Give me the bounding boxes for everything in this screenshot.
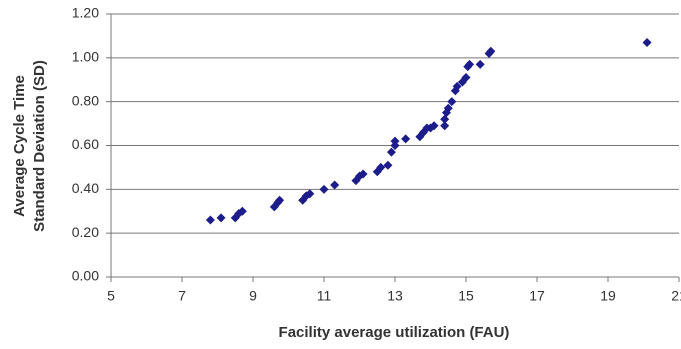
point [440,114,450,124]
y-tick-label: 0.60 [72,136,99,152]
y-tick-label: 0.80 [72,92,99,108]
point [205,215,215,225]
x-tick-label: 21 [671,288,681,304]
y-tick-label: 1.00 [72,49,99,65]
point [376,162,386,172]
y-tick-label: 0.40 [72,180,99,196]
point [305,189,315,199]
point [358,169,368,179]
x-tick-label: 11 [317,288,332,304]
x-tick-label: 15 [458,288,474,304]
x-tick-label: 19 [600,288,616,304]
y-tick-label: 1.20 [72,5,99,21]
point [452,81,462,91]
point [383,160,393,170]
point [237,206,247,216]
y-axis-label: Standard Deviation (SD) [31,60,48,232]
point [429,121,439,131]
point [390,136,400,146]
point [447,97,457,107]
point [275,195,285,205]
point [461,73,471,83]
x-tick-label: 7 [178,288,186,304]
point [330,180,340,190]
x-tick-label: 13 [387,288,403,304]
point [401,134,411,144]
point [486,46,496,56]
point [443,103,453,113]
y-axis-label: Average Cycle Time [11,75,28,217]
point [216,213,226,223]
y-tick-label: 0.20 [72,224,99,240]
point [440,121,450,131]
x-tick-label: 5 [107,288,115,304]
point [319,184,329,194]
y-tick-label: 0.00 [72,268,99,284]
point [465,59,475,69]
point [642,37,652,47]
point [386,147,396,157]
x-tick-label: 17 [529,288,545,304]
point [475,59,485,69]
x-axis-label: Facility average utilization (FAU) [279,324,510,341]
x-tick-label: 9 [249,288,257,304]
